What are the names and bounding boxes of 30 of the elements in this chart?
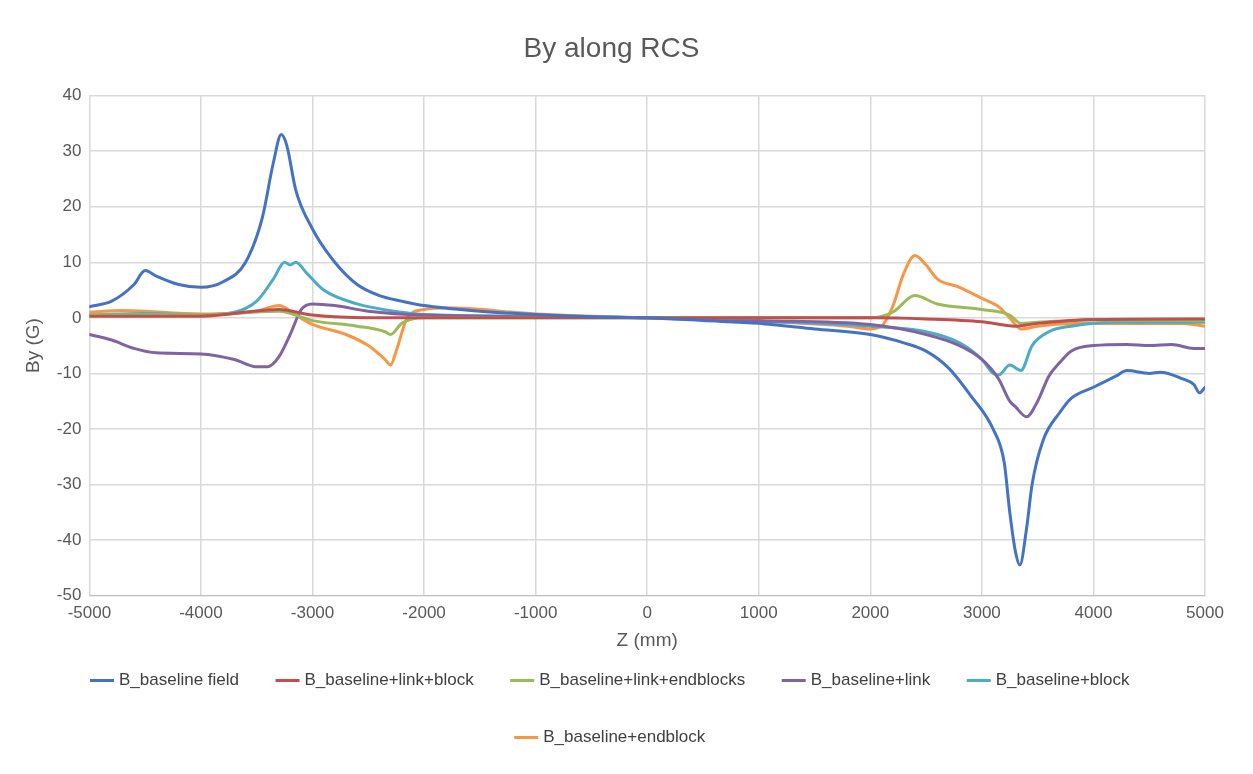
legend-label: B_baseline+endblock	[543, 727, 706, 747]
chart-title: By along RCS	[523, 31, 700, 63]
y-tick-label: 20	[62, 196, 82, 216]
legend-label: B_baseline field	[118, 670, 240, 690]
x-tick-label: 4000	[1074, 603, 1113, 623]
y-tick-label: 30	[62, 140, 82, 160]
y-axis-title: By (G)	[21, 318, 43, 374]
y-tick-label: -50	[56, 585, 82, 605]
legend-label: B_baseline+link	[810, 670, 931, 690]
y-tick-label: 0	[71, 307, 82, 327]
y-tick-label: -20	[56, 418, 82, 438]
x-tick-label: -3000	[290, 603, 335, 623]
x-tick-label: -4000	[179, 603, 223, 623]
y-tick-label: 40	[62, 85, 82, 105]
y-tick-label: -30	[56, 474, 82, 494]
x-axis-title: Z (mm)	[616, 629, 678, 651]
x-tick-label: -1000	[513, 603, 558, 623]
x-tick-label: 3000	[962, 603, 1001, 623]
legend-label: B_baseline+link+endblocks	[539, 670, 746, 690]
y-tick-label: -40	[56, 529, 82, 549]
x-tick-label: 5000	[1186, 603, 1224, 623]
x-tick-label: 0	[642, 603, 652, 623]
x-tick-label: -5000	[67, 603, 112, 623]
x-tick-label: 2000	[851, 603, 890, 623]
x-tick-label: 1000	[739, 603, 778, 623]
y-tick-label: -10	[56, 363, 82, 383]
legend-label: B_baseline+link+block	[304, 670, 475, 690]
legend-label: B_baseline+block	[995, 670, 1131, 690]
y-tick-label: 10	[62, 251, 82, 271]
x-tick-label: -2000	[402, 603, 446, 623]
